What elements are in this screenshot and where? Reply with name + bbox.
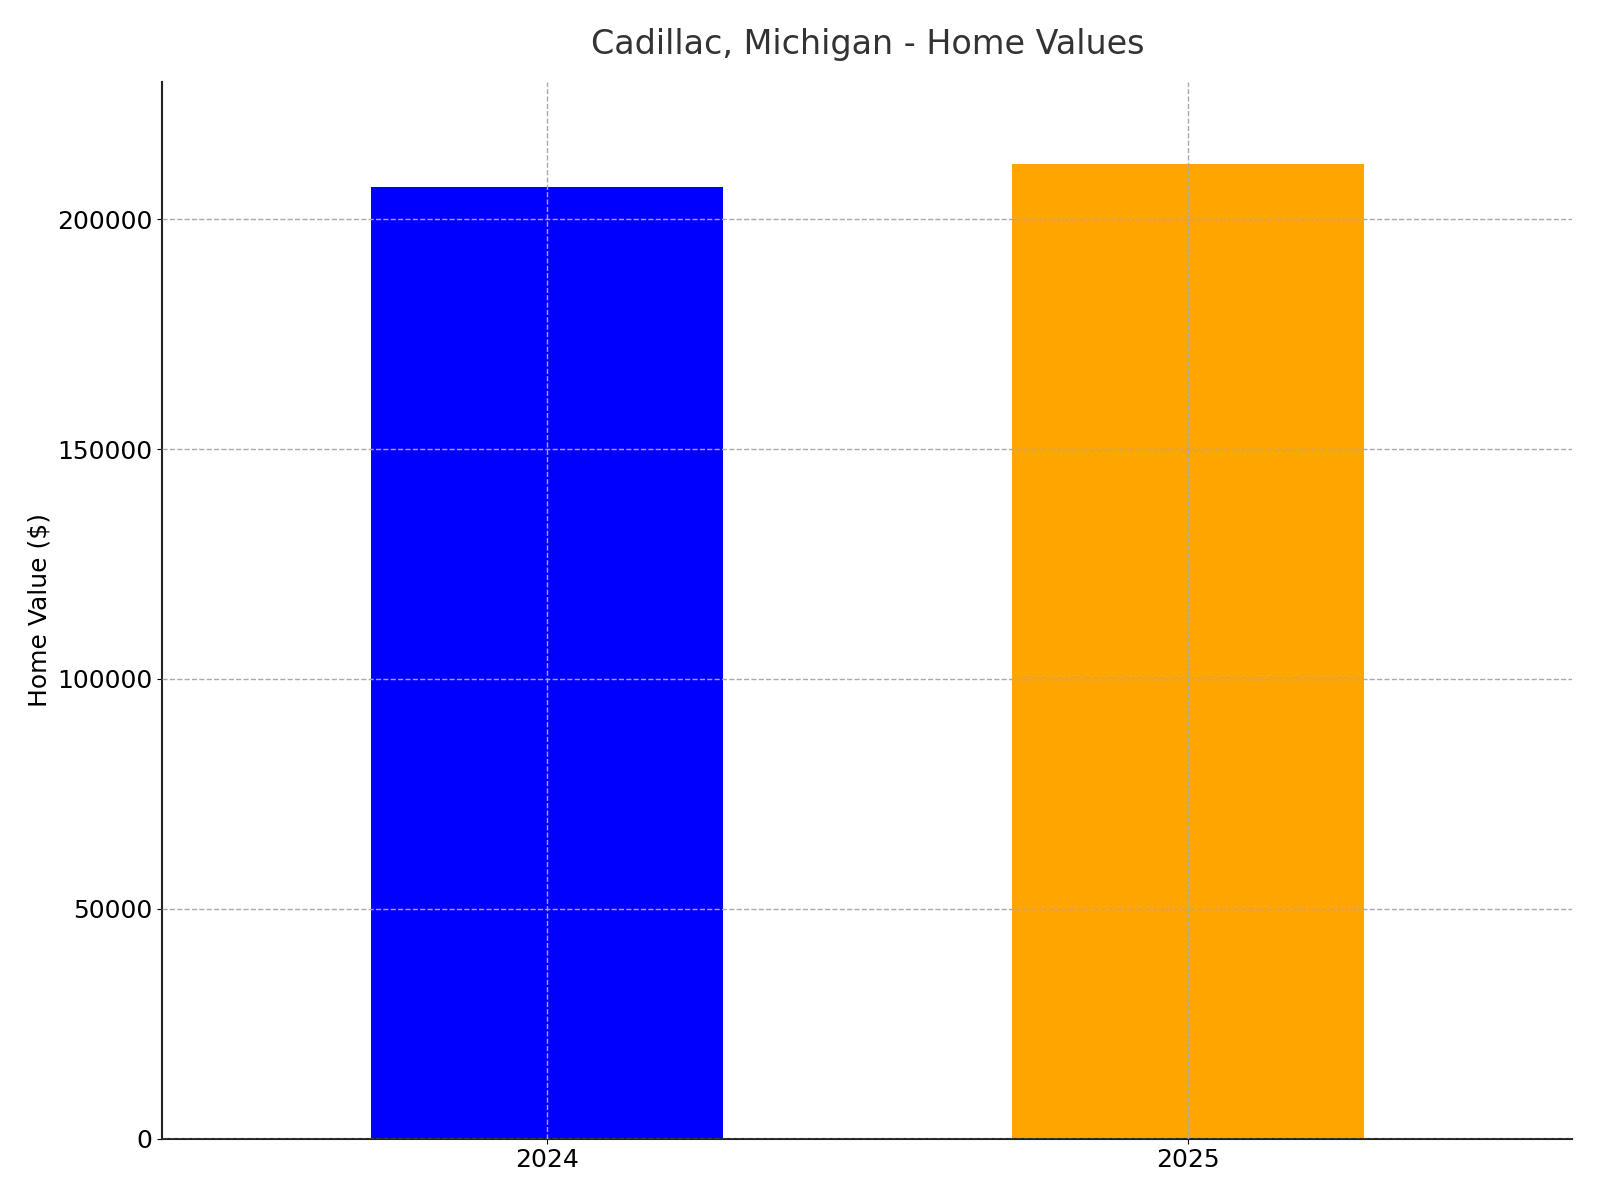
Title: Cadillac, Michigan - Home Values: Cadillac, Michigan - Home Values bbox=[590, 28, 1144, 61]
Bar bbox=[371, 187, 723, 1139]
Y-axis label: Home Value ($): Home Value ($) bbox=[27, 514, 51, 707]
Bar bbox=[1011, 164, 1363, 1139]
